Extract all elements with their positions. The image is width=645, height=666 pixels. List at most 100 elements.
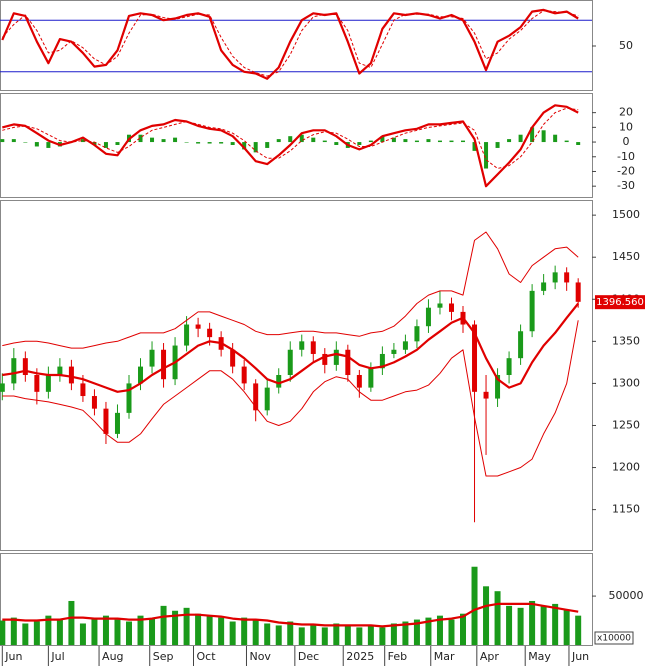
- histogram-bar: [46, 142, 51, 148]
- histogram-bar: [196, 142, 201, 144]
- line: [1, 8, 579, 80]
- histogram-bar: [173, 137, 178, 143]
- candle-body: [103, 408, 109, 434]
- candle-body: [472, 324, 478, 392]
- histogram-bar: [230, 142, 235, 145]
- candle-body: [91, 396, 97, 409]
- candle-body: [448, 303, 454, 312]
- histogram-bar: [23, 142, 28, 143]
- histogram-bar: [403, 139, 408, 143]
- y-tick-label: 1450: [612, 250, 640, 263]
- candle-body: [310, 341, 316, 354]
- histogram-bar: [541, 130, 546, 143]
- histogram-bar: [357, 142, 362, 145]
- volume-bar: [529, 600, 536, 645]
- volume-bar: [79, 623, 86, 645]
- x-tick-label: Aug: [102, 650, 123, 663]
- candle-body: [241, 366, 247, 384]
- candle-body: [379, 353, 385, 369]
- volume-bar: [552, 603, 559, 645]
- volume-bar: [137, 615, 144, 645]
- volume-bar: [68, 600, 75, 645]
- histogram-bar: [311, 137, 316, 143]
- histogram-bar: [461, 140, 466, 143]
- histogram-bar: [288, 136, 293, 143]
- volume-bar: [206, 615, 213, 645]
- volume-bar: [229, 621, 236, 645]
- candle-body: [195, 324, 201, 329]
- y-tick-label: 1500: [612, 208, 640, 221]
- y-tick-label: 50000: [609, 589, 644, 602]
- x-tick-label: Apr: [480, 650, 500, 663]
- candle-body: [552, 272, 558, 283]
- volume-bar: [494, 591, 501, 645]
- candle-body: [333, 349, 339, 365]
- candle-body: [184, 324, 190, 346]
- volume-bar: [517, 607, 524, 645]
- candle-body: [518, 331, 524, 359]
- volume-bar: [241, 617, 248, 645]
- unit-label: x10000: [597, 634, 631, 644]
- candle-body: [230, 349, 236, 367]
- y-tick-label: 1300: [612, 376, 640, 389]
- candle-body: [138, 366, 144, 384]
- histogram-bar: [426, 139, 431, 143]
- y-tick-label: -10: [617, 150, 635, 163]
- x-tick-label: Nov: [249, 650, 271, 663]
- candle-body: [356, 375, 362, 388]
- volume-bar: [56, 619, 63, 645]
- last-price-box: [595, 295, 645, 310]
- candle-body: [391, 349, 397, 354]
- histogram-bar: [299, 134, 304, 143]
- histogram-bar: [103, 142, 108, 148]
- candle-body: [149, 349, 155, 367]
- volume-bar: [471, 566, 478, 645]
- line: [2, 231, 579, 349]
- volume-bar: [448, 619, 455, 645]
- candle-body: [299, 341, 305, 350]
- histogram-bar: [472, 142, 477, 151]
- volume-bar: [114, 619, 121, 645]
- histogram-bar: [368, 140, 373, 143]
- y-tick-label: 1150: [612, 503, 640, 516]
- y-tick-label: 1350: [612, 334, 640, 347]
- histogram-bar: [34, 142, 39, 147]
- volume-bar: [563, 609, 570, 645]
- candle-body: [322, 353, 328, 365]
- candle-body: [368, 368, 374, 388]
- candle-body: [11, 358, 17, 384]
- y-tick-label: 1200: [612, 461, 640, 474]
- histogram-bar: [11, 139, 16, 143]
- volume-bar: [483, 586, 490, 645]
- candle-body: [126, 383, 132, 413]
- volume-bar: [506, 605, 513, 645]
- histogram-bar: [184, 142, 189, 143]
- candle-body: [68, 366, 74, 384]
- volume-bar: [413, 619, 420, 645]
- volume-bar: [367, 625, 374, 645]
- volume-bar: [252, 619, 259, 645]
- y-tick-label: 20: [619, 106, 633, 119]
- histogram-bar: [115, 142, 120, 145]
- x-tick-label: Jun: [571, 650, 589, 663]
- y-tick-label: 50: [619, 39, 633, 52]
- histogram-bar: [161, 139, 166, 143]
- x-tick-label: Oct: [196, 650, 216, 663]
- x-tick-label: 2025: [346, 650, 374, 663]
- volume-bar: [172, 610, 179, 645]
- candle-body: [287, 349, 293, 375]
- x-tick-label: Jul: [50, 650, 64, 663]
- candle-body: [0, 383, 5, 392]
- candle-body: [529, 290, 535, 332]
- histogram-bar: [334, 142, 339, 145]
- histogram-bar: [207, 142, 212, 144]
- line: [2, 602, 579, 628]
- histogram-bar: [495, 142, 500, 148]
- panel-0: 50: [0, 8, 633, 80]
- histogram-bar: [80, 139, 85, 143]
- candle-body: [541, 282, 547, 291]
- volume-bar: [45, 615, 52, 645]
- histogram-bar: [265, 142, 270, 148]
- volume-bar: [183, 607, 190, 645]
